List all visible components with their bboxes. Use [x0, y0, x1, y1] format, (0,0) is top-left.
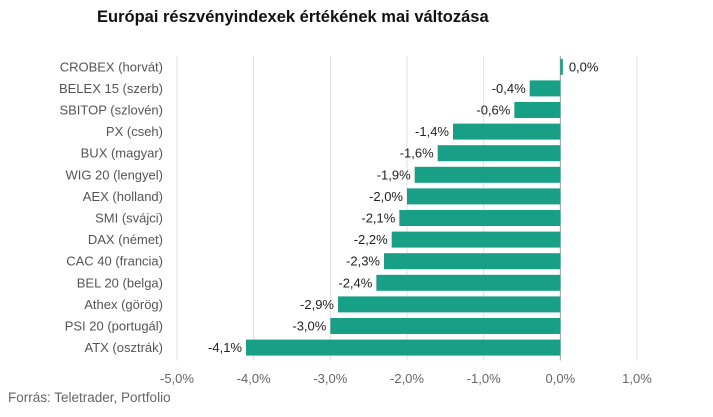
x-tick-label: 1,0% [622, 371, 652, 386]
x-tick-label: -3,0% [313, 371, 347, 386]
category-label: CAC 40 (francia) [66, 254, 163, 269]
bar [529, 80, 561, 97]
data-label: -3,0% [292, 319, 326, 334]
category-label: SBITOP (szlovén) [59, 103, 163, 118]
data-label: -2,2% [354, 232, 388, 247]
data-label: -0,6% [476, 103, 510, 118]
bar [246, 339, 561, 356]
category-label: SMI (svájci) [95, 211, 163, 226]
category-label: AEX (holland) [83, 189, 163, 204]
data-label: -2,0% [369, 189, 403, 204]
category-label: PSI 20 (portugál) [65, 319, 163, 334]
x-tick-label: -5,0% [160, 371, 194, 386]
bar [514, 102, 561, 118]
category-label: BUX (magyar) [81, 146, 163, 161]
data-label: -2,4% [338, 275, 372, 290]
data-label: 0,0% [569, 59, 599, 74]
data-label: -0,4% [492, 81, 526, 96]
bar [384, 253, 561, 270]
bar [453, 123, 561, 140]
x-tick-label: -4,0% [237, 371, 271, 386]
x-tick-label: -1,0% [467, 371, 501, 386]
data-label: -1,4% [415, 124, 449, 139]
category-label: ATX (osztrák) [85, 340, 164, 355]
chart-title: Európai részvényindexek értékének mai vá… [97, 8, 489, 26]
x-tick-label: -2,0% [390, 371, 424, 386]
bar [399, 210, 561, 226]
bar [437, 145, 561, 162]
bar [407, 188, 561, 205]
bar [414, 166, 561, 183]
x-tick-label: 0,0% [546, 371, 576, 386]
bar [376, 274, 561, 291]
category-label: DAX (német) [88, 232, 163, 247]
category-label: Athex (görög) [84, 297, 163, 312]
category-label: CROBEX (horvát) [60, 59, 163, 74]
bar [338, 296, 561, 313]
bar [330, 318, 561, 334]
bar [391, 231, 561, 248]
source-note: Forrás: Teletrader, Portfolio [8, 390, 171, 405]
category-label: PX (cseh) [106, 124, 163, 139]
category-label: WIG 20 (lengyel) [65, 167, 163, 182]
data-label: -2,1% [361, 211, 395, 226]
bar [560, 58, 563, 75]
data-label: -4,1% [208, 340, 242, 355]
category-label: BEL 20 (belga) [77, 275, 163, 290]
data-label: -1,9% [377, 167, 411, 182]
category-label: BELEX 15 (szerb) [59, 81, 163, 96]
data-label: -2,3% [346, 254, 380, 269]
data-label: -2,9% [300, 297, 334, 312]
data-label: -1,6% [400, 146, 434, 161]
